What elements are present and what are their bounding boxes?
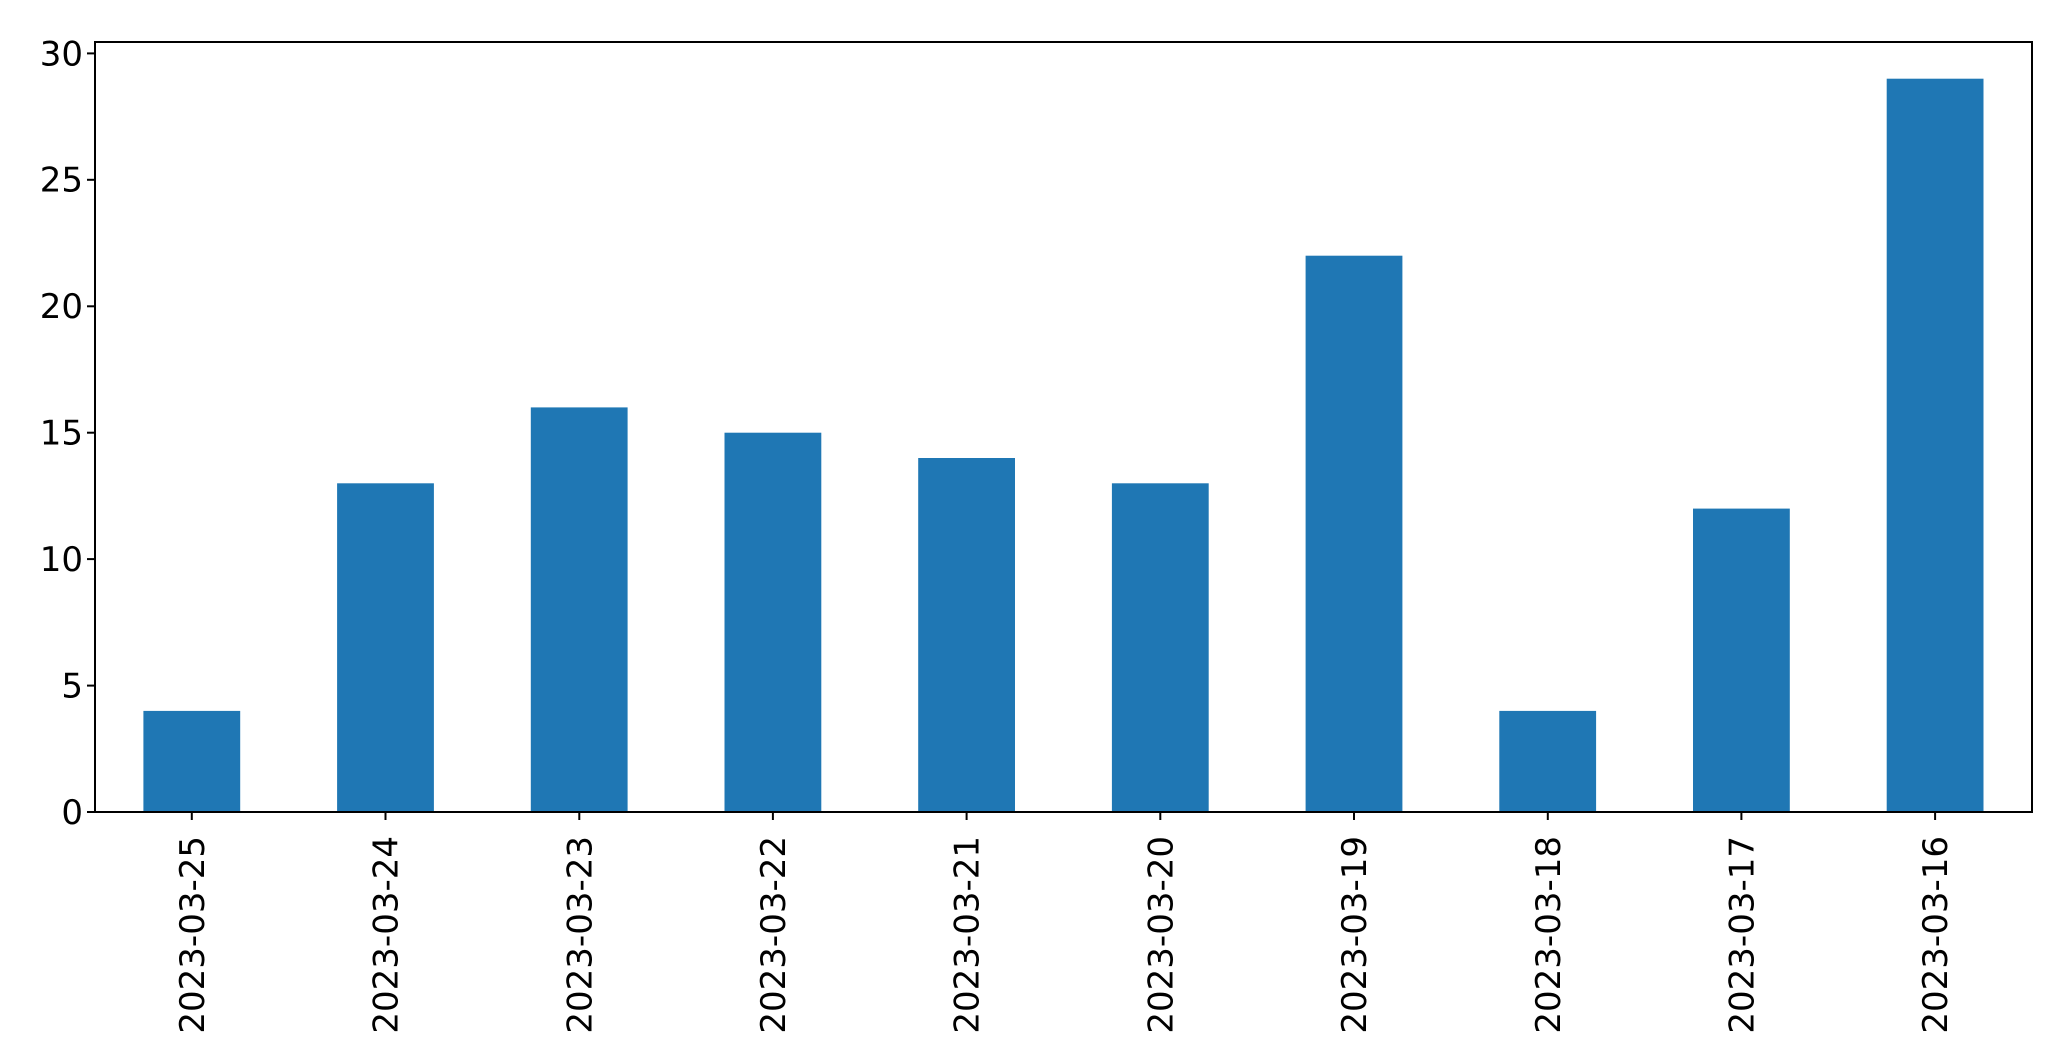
x-tick-label: 2023-03-23 [560, 836, 600, 1034]
y-tick-label: 5 [61, 667, 83, 707]
x-tick-label: 2023-03-20 [1141, 836, 1181, 1034]
y-tick-label: 10 [40, 540, 83, 580]
x-tick-label: 2023-03-17 [1722, 836, 1762, 1034]
bar-2023-03-21 [918, 458, 1015, 812]
bar-2023-03-19 [1305, 255, 1403, 812]
bar-2023-03-25 [143, 710, 241, 812]
plot-border [94, 41, 2033, 813]
bar-2023-03-18 [1499, 710, 1597, 812]
x-tick-label: 2023-03-19 [1335, 836, 1375, 1034]
bar-2023-03-24 [337, 483, 434, 812]
bar-2023-03-16 [1886, 78, 1984, 812]
bar-2023-03-23 [530, 407, 628, 812]
y-tick-label: 25 [40, 161, 83, 201]
x-tick-label: 2023-03-22 [754, 836, 794, 1034]
x-tick-label: 2023-03-24 [367, 836, 407, 1034]
y-tick-label: 30 [40, 34, 83, 74]
y-tick-label: 20 [40, 287, 83, 327]
x-tick-label: 2023-03-16 [1916, 836, 1956, 1034]
y-tick-label: 0 [61, 793, 83, 833]
bar-2023-03-17 [1693, 508, 1790, 812]
y-tick-label: 15 [40, 414, 83, 454]
bar-2023-03-20 [1111, 483, 1209, 812]
x-tick-label: 2023-03-18 [1529, 836, 1569, 1034]
x-tick-label: 2023-03-25 [173, 836, 213, 1034]
x-tick-label: 2023-03-21 [948, 836, 988, 1034]
bar-2023-03-22 [724, 432, 822, 812]
